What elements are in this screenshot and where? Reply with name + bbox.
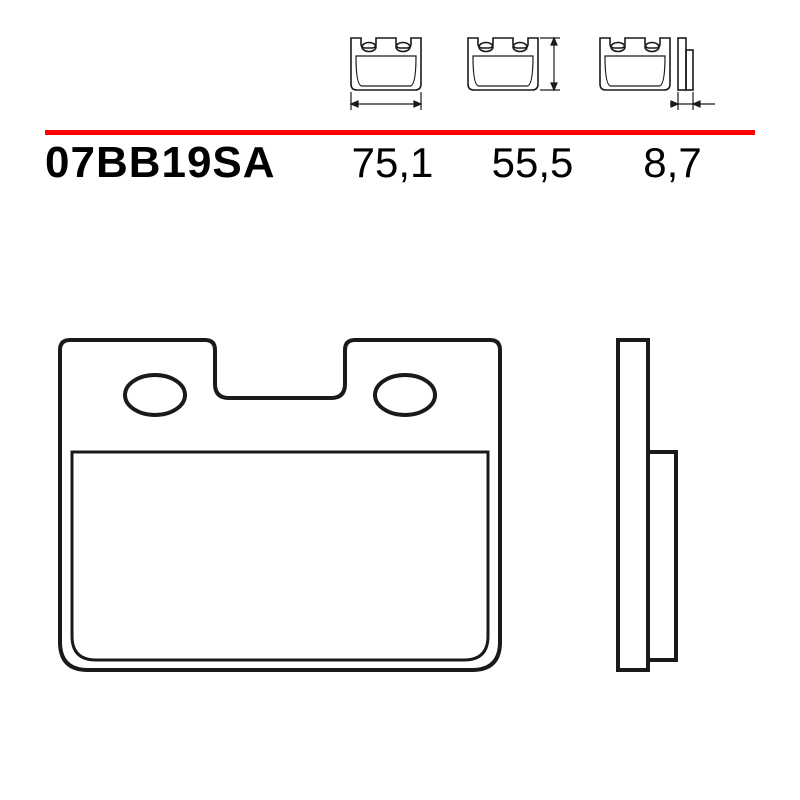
part-number: 07BB19SA xyxy=(45,138,276,188)
side-backing-plate xyxy=(618,340,648,670)
separator-line xyxy=(45,122,755,127)
side-friction-material xyxy=(648,452,676,660)
mounting-hole-left xyxy=(125,375,185,415)
tech-drawing-sheet: 07BB19SA 75,1 55,5 8,7 xyxy=(0,0,800,800)
thickness-dimension-icon xyxy=(590,28,720,118)
height-value: 55,5 xyxy=(490,139,575,187)
dimension-values: 75,1 55,5 8,7 xyxy=(350,139,755,187)
width-value: 75,1 xyxy=(350,139,435,187)
thickness-value: 8,7 xyxy=(630,139,715,187)
dimension-reference-icons xyxy=(0,28,800,118)
technical-drawing xyxy=(0,280,800,760)
mounting-hole-right xyxy=(375,375,435,415)
side-view xyxy=(618,340,676,670)
width-dimension-icon xyxy=(336,28,436,118)
spec-row: 07BB19SA 75,1 55,5 8,7 xyxy=(45,138,755,188)
front-view xyxy=(60,340,500,670)
height-dimension-icon xyxy=(458,28,568,118)
